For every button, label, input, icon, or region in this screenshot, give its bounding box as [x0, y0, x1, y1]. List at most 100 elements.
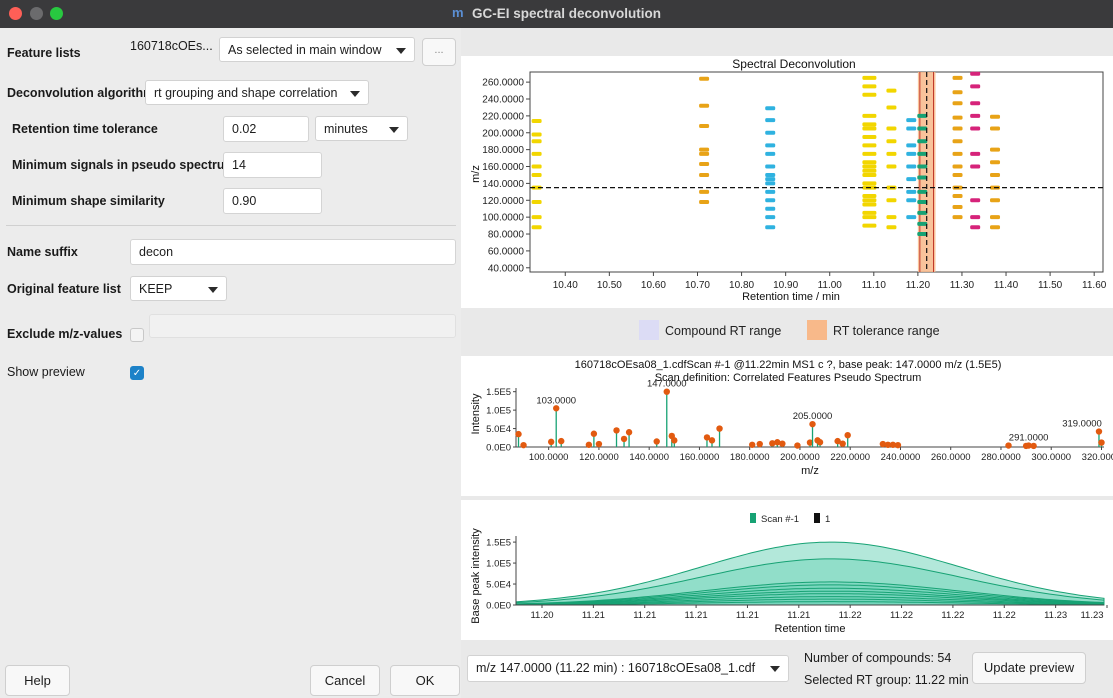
spectrum-title: 160718cOEsa08_1.cdfScan #-1 @11.22min MS…: [575, 359, 1002, 371]
x-tick-label: 11.40: [994, 280, 1019, 291]
spectrum-chart[interactable]: 160718cOEsa08_1.cdfScan #-1 @11.22min MS…: [461, 356, 1113, 496]
feature-mark: [862, 181, 877, 186]
feature-mark: [952, 164, 963, 169]
feature-mark: [765, 106, 776, 111]
feature-mark: [765, 198, 776, 203]
spectrum-peak: [1025, 442, 1032, 449]
feature-mark: [970, 101, 981, 106]
feature-mark: [862, 92, 877, 97]
spectrum-peak: [716, 425, 723, 432]
feature-mark: [886, 198, 897, 203]
feature-mark: [531, 215, 542, 220]
feature-mark: [765, 143, 776, 148]
chromatogram-chart[interactable]: Scan #-1 1 Retention time Base peak inten…: [461, 500, 1113, 640]
feature-mark: [862, 84, 877, 89]
spectrum-peak: [1098, 439, 1105, 446]
spectrum-peak: [839, 440, 846, 447]
min-shape-input[interactable]: 0.90: [223, 188, 322, 214]
y-tick-label: 160.0000: [482, 162, 524, 173]
feature-mark: [990, 126, 1001, 131]
rt-tolerance-label: Retention time tolerance: [12, 122, 158, 136]
feature-mark: [952, 90, 963, 95]
feature-mark: [906, 177, 917, 182]
exclude-mz-input[interactable]: [149, 314, 456, 338]
feature-mark: [765, 215, 776, 220]
feature-mark: [699, 124, 710, 129]
chevron-down-icon: [389, 127, 399, 133]
original-feature-list-select[interactable]: KEEP: [130, 276, 227, 301]
rt-tolerance-range-label: RT tolerance range: [833, 324, 940, 338]
help-button[interactable]: Help: [5, 665, 70, 696]
exclude-mz-checkbox[interactable]: [130, 328, 144, 342]
feature-mark: [699, 151, 710, 156]
feature-mark: [917, 221, 928, 226]
rt-tolerance-input[interactable]: 0.02: [223, 116, 309, 142]
spectrum-peak: [844, 432, 851, 439]
feature-lists-mode-select[interactable]: As selected in main window: [219, 37, 415, 62]
feature-mark: [970, 71, 981, 76]
feature-mark: [906, 198, 917, 203]
spectrum-peak: [779, 440, 786, 447]
original-feature-list-label: Original feature list: [7, 282, 121, 296]
feature-mark: [765, 130, 776, 135]
spectrum-peak: [553, 405, 560, 412]
deconvolution-algorithm-select[interactable]: rt grouping and shape correlation: [145, 80, 369, 105]
x-axis-label: Retention time / min: [742, 291, 840, 303]
spectrum-peak: [520, 441, 527, 449]
rt-tolerance-unit-text: minutes: [324, 122, 368, 136]
feature-mark: [531, 132, 542, 137]
feature-mark: [990, 198, 1001, 203]
feature-mark: [765, 189, 776, 194]
number-of-compounds: Number of compounds: 54: [804, 651, 952, 665]
feature-mark: [765, 164, 776, 169]
cancel-button[interactable]: Cancel: [310, 665, 380, 696]
spectrum-peak: [595, 440, 603, 448]
spectrum-peak: [547, 438, 555, 446]
feature-mark: [990, 225, 1001, 230]
close-window-button[interactable]: [9, 7, 22, 20]
deconvolution-chart-panel: Spectral Deconvolution Retention time / …: [461, 56, 1113, 308]
minimize-window-button[interactable]: [30, 7, 43, 20]
feature-mark: [970, 126, 981, 131]
feature-mark: [917, 199, 928, 204]
y-tick-label: 180.0000: [482, 145, 524, 156]
spectrum-peak: [749, 441, 756, 448]
spectrum-peak: [625, 429, 633, 436]
feature-mark: [990, 147, 1001, 152]
min-signals-input[interactable]: 14: [223, 152, 322, 178]
feature-mark: [531, 139, 542, 144]
feature-mark: [765, 206, 776, 211]
zoom-window-button[interactable]: [50, 7, 63, 20]
x-tick-label: 11.23: [1080, 610, 1103, 621]
deconvolution-chart[interactable]: Spectral Deconvolution Retention time / …: [461, 56, 1113, 308]
feature-mark: [862, 126, 877, 131]
feature-selector-select[interactable]: m/z 147.0000 (11.22 min) : 160718cOEsa08…: [467, 655, 789, 682]
spectrum-peak: [708, 437, 716, 444]
deconvolution-algorithm-label: Deconvolution algorithm: [7, 86, 155, 100]
x-tick-label: 10.70: [685, 280, 710, 291]
x-tick-label: 10.90: [773, 280, 798, 291]
spectrum-peak: [806, 439, 814, 446]
update-preview-button[interactable]: Update preview: [972, 652, 1086, 684]
feature-selector-text: m/z 147.0000 (11.22 min) : 160718cOEsa08…: [476, 661, 756, 675]
name-suffix-input[interactable]: decon: [130, 239, 456, 265]
feature-mark: [862, 151, 877, 156]
rt-tolerance-unit-select[interactable]: minutes: [315, 116, 408, 141]
feature-mark: [970, 164, 981, 169]
ok-button[interactable]: OK: [390, 665, 460, 696]
spectrum-peak: [663, 388, 670, 395]
x-tick-label: 320.0000: [1082, 452, 1113, 463]
show-preview-checkbox[interactable]: ✓: [130, 366, 144, 380]
feature-mark: [906, 126, 917, 131]
x-tick-label: 11.21: [582, 610, 605, 621]
feature-mark: [952, 115, 963, 120]
feature-mark: [862, 202, 877, 207]
x-tick-label: 11.10: [862, 280, 887, 291]
browse-button[interactable]: ...: [422, 38, 456, 66]
parameters-panel: Feature lists 160718cOEs... As selected …: [0, 28, 461, 698]
x-tick-label: 300.0000: [1031, 452, 1071, 463]
spectrum-peak: [816, 439, 824, 446]
feature-mark: [886, 151, 897, 156]
feature-mark: [917, 210, 928, 215]
feature-mark: [862, 160, 877, 165]
